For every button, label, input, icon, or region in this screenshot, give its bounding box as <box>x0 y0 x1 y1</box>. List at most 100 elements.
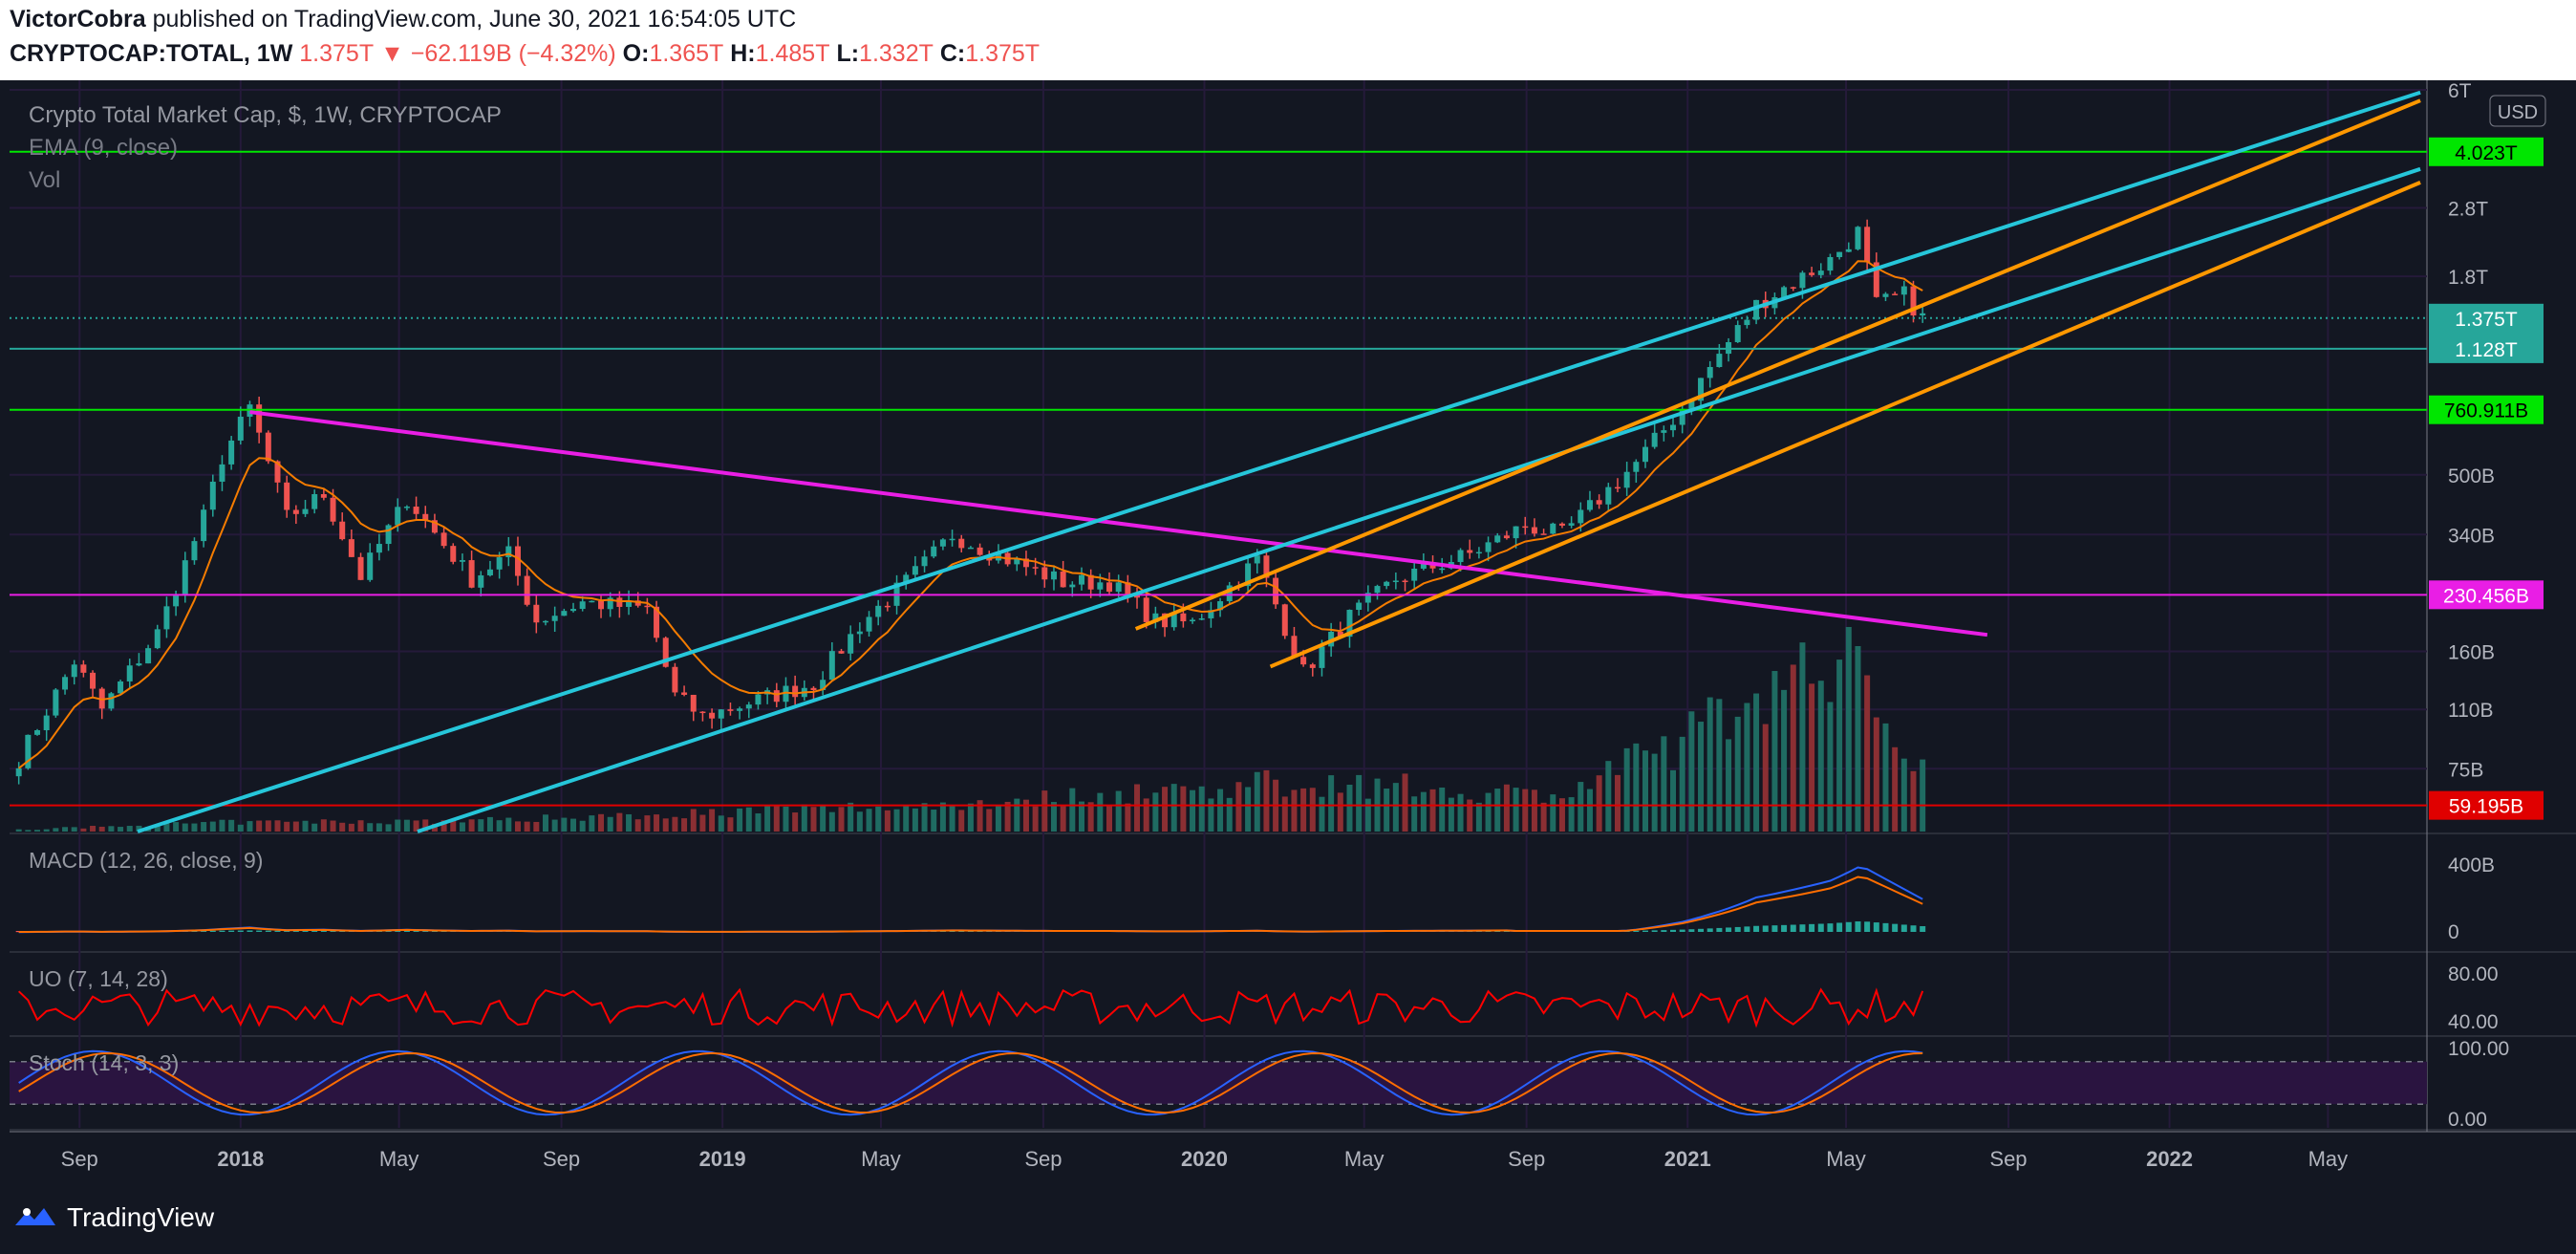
candle-body <box>201 509 207 542</box>
volume-bar <box>986 809 993 832</box>
volume-bar <box>1226 797 1233 832</box>
volume-bar <box>1300 788 1307 832</box>
volume-bar <box>1170 784 1177 832</box>
usd-button[interactable] <box>2489 95 2546 127</box>
candle-body <box>745 704 752 709</box>
symbol-name[interactable]: CRYPTOCAP:TOTAL, 1W <box>10 40 293 67</box>
candle-body <box>884 605 891 608</box>
macd-histogram-bar <box>1670 929 1677 932</box>
volume-bar <box>1882 723 1889 832</box>
volume-bar <box>1845 626 1852 832</box>
indicator-panes <box>10 866 2427 1116</box>
candlesticks <box>15 219 1926 785</box>
volume-bar <box>995 805 1001 832</box>
x-tick-label: May <box>2308 1147 2349 1171</box>
volume-bar <box>1494 789 1501 832</box>
volume-bar <box>1356 774 1363 832</box>
volume-bar <box>1781 689 1788 832</box>
candle-body <box>1125 582 1131 595</box>
high-label: H: <box>730 40 756 67</box>
level-label-text: 760.911B <box>2444 400 2528 422</box>
close-label: C: <box>939 40 966 67</box>
volume-bar <box>459 822 465 832</box>
candle-body <box>1605 486 1612 505</box>
volume-bar <box>866 809 872 832</box>
candle-body <box>848 634 854 654</box>
macd-histogram-bar <box>1910 925 1917 932</box>
volume-bar <box>1605 761 1612 832</box>
candle-body <box>163 606 170 630</box>
volume-bar <box>1864 675 1871 832</box>
legend-labels: Crypto Total Market Cap, $, 1W, CRYPTOCA… <box>29 95 2546 1075</box>
volume-bar <box>256 820 263 832</box>
candle-body <box>1041 567 1048 580</box>
volume-bar <box>848 802 854 832</box>
macd-histogram-bar <box>265 930 271 932</box>
tradingview-brand[interactable]: TradingView <box>13 1202 214 1233</box>
candle-body <box>1050 571 1057 580</box>
trendline <box>1269 181 2421 669</box>
volume-bar <box>98 826 105 832</box>
macd-histogram-bar <box>1790 924 1796 932</box>
uo-line <box>17 987 1924 1028</box>
macd-histogram-bar <box>1661 930 1667 932</box>
candle-body <box>1291 636 1298 658</box>
macd-histogram-bar <box>209 930 216 932</box>
volume-bar <box>1540 802 1547 832</box>
trendlines[interactable] <box>137 90 2421 833</box>
volume-bar <box>949 806 955 832</box>
macd-histogram-bar <box>256 930 263 932</box>
volume-bar <box>1661 736 1667 832</box>
pane-title: MACD (12, 26, close, 9) <box>29 848 263 873</box>
candle-body <box>773 690 780 703</box>
axes: 6T 2.8T 1.8T 500B 340B 160B 110B 75B 400B 0 80.00 4… <box>10 80 2576 1171</box>
volume-bar <box>1411 796 1418 832</box>
macd-histogram-bar <box>1920 926 1926 932</box>
candle-body <box>1364 593 1371 603</box>
candle-body <box>1744 319 1750 326</box>
candle-body <box>810 687 817 691</box>
high-value: 1.485T <box>755 40 830 67</box>
candle-body <box>53 689 59 716</box>
candle-body <box>607 597 613 610</box>
candle-body <box>274 461 281 483</box>
ema-line <box>18 260 1923 769</box>
volume-bar <box>551 819 558 832</box>
volume-bar <box>1817 681 1824 832</box>
candle-body <box>367 552 374 580</box>
candle-body <box>1134 595 1141 598</box>
volume-bar <box>1771 671 1778 832</box>
volume-bar <box>1513 788 1519 832</box>
macd-histogram-bar <box>302 930 309 932</box>
volume-bar <box>1679 736 1685 832</box>
publish-line: VictorCobra published on TradingView.com… <box>10 6 796 33</box>
macd-histogram-bar <box>1864 921 1871 932</box>
volume-bar <box>108 826 115 832</box>
volume-bar <box>1384 789 1390 832</box>
candle-body <box>1817 270 1824 275</box>
candle-body <box>1097 582 1104 590</box>
macd-histogram-bar <box>330 930 336 932</box>
volume-bar <box>1281 796 1288 832</box>
publisher-name[interactable]: VictorCobra <box>10 6 146 32</box>
candle-body <box>209 481 216 510</box>
ema-9-line <box>18 260 1923 769</box>
level-label-box <box>2429 137 2544 166</box>
volume-bar <box>1245 787 1252 832</box>
volume-bar <box>1467 799 1473 832</box>
candle-body <box>1540 533 1547 535</box>
candle-body <box>672 666 678 693</box>
level-label-text: 1.128T <box>2455 339 2518 361</box>
low-label: L: <box>836 40 860 67</box>
volume-bar <box>764 806 771 832</box>
x-tick-label: 2021 <box>1664 1147 1711 1171</box>
macd-histogram-bar <box>284 930 290 932</box>
volume-bar <box>209 821 216 832</box>
candle-body <box>339 521 346 540</box>
volume-bar <box>1855 645 1861 832</box>
candle-body <box>1836 251 1843 257</box>
candle-body <box>551 616 558 621</box>
candle-body <box>1208 610 1214 618</box>
volume-bar <box>1125 803 1131 832</box>
